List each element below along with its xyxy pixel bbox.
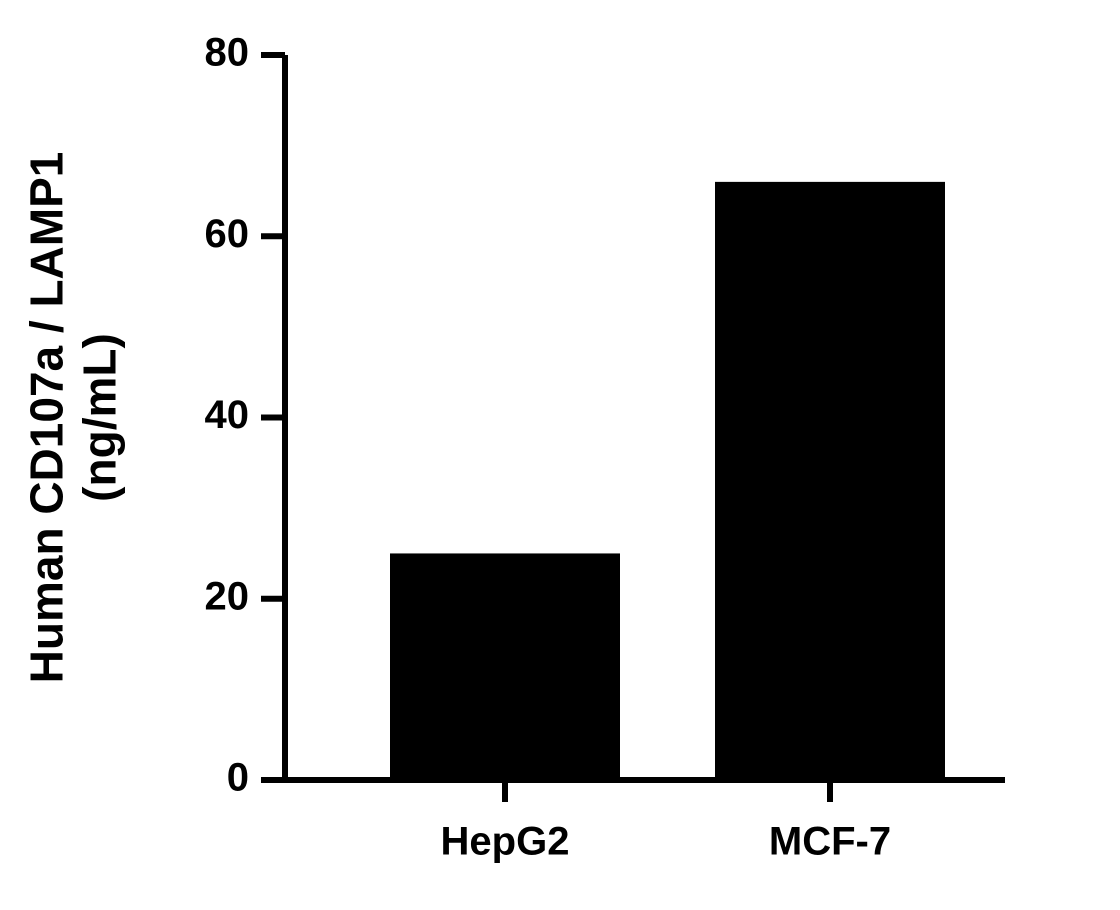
y-tick-label: 80 (205, 31, 250, 75)
bar (715, 182, 945, 780)
y-tick-label: 20 (205, 574, 250, 618)
x-category-label: MCF-7 (769, 820, 891, 864)
y-tick-label: 60 (205, 212, 250, 256)
y-axis-label: Human CD107a / LAMP1(ng/mL) (21, 152, 126, 684)
y-tick-label: 0 (227, 756, 249, 800)
chart-svg: 0 20 40 60 80 HepG2 MCF-7 Human CD107a / LAMP1(… (0, 0, 1120, 910)
bar-chart: 0 20 40 60 80 HepG2 MCF-7 Human CD107a / LAMP1(… (0, 0, 1120, 910)
x-category-label: HepG2 (441, 820, 570, 864)
y-tick-label: 40 (205, 393, 250, 437)
bar (390, 553, 620, 780)
